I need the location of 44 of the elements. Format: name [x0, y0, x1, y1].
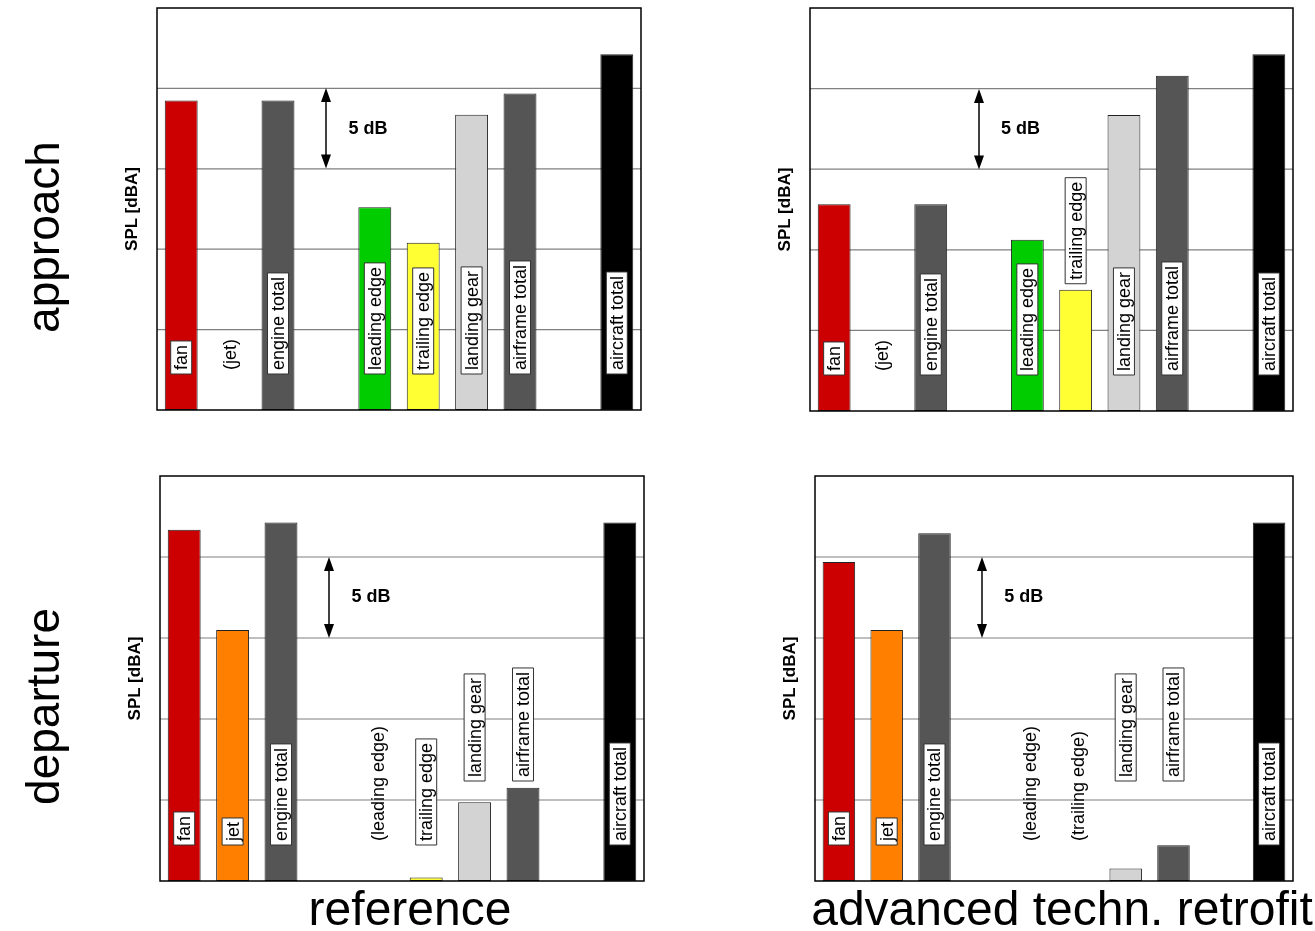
x-axis-title: reference [308, 882, 512, 931]
x-tick-label: engine total [270, 747, 291, 841]
x-tick-label: landing gear [1113, 271, 1134, 372]
x-tick-label: aircraft total [606, 275, 627, 371]
x-tick-label: landing gear [461, 270, 482, 371]
x-tick-label: trailing edge [1065, 181, 1086, 280]
x-tick-label: landing gear [464, 677, 485, 778]
y-axis-title: SPL [dBA] [774, 167, 794, 252]
x-tick-label: trailing edge [413, 271, 434, 370]
x-tick-label: landing gear [1115, 677, 1136, 778]
annotation: 5 dB [348, 117, 388, 138]
y-axis-title: SPL [dBA] [121, 167, 141, 251]
x-tick-label: (jet) [219, 339, 240, 370]
annotation: 5 dB [351, 586, 391, 607]
x-tick-label: trailing edge [416, 742, 437, 841]
x-tick-label: airframe total [512, 671, 533, 777]
x-tick-label: fan [174, 815, 195, 841]
x-tick-label: airframe total [509, 264, 530, 370]
y-axis-title: SPL [dBA] [779, 636, 799, 721]
y-axis-title: SPL [dBA] [124, 636, 144, 721]
x-tick-label: fan [828, 815, 849, 841]
text: departure [16, 608, 69, 805]
x-tick-label: (leading edge) [367, 725, 388, 841]
x-tick-label: aircraft total [1258, 276, 1279, 372]
x-tick-label: aircraft total [1259, 746, 1280, 842]
x-tick-label: leading edge [364, 266, 385, 371]
x-tick-label: engine total [920, 277, 941, 371]
x-tick-label: (leading edge) [1020, 725, 1041, 841]
x-tick-label: jet [876, 821, 897, 842]
x-tick-label: engine total [267, 276, 288, 370]
x-tick-label: leading edge [1017, 267, 1038, 372]
x-tick-label: engine total [924, 747, 945, 841]
x-tick-label: airframe total [1162, 265, 1183, 371]
x-tick-label: airframe total [1163, 671, 1184, 777]
annotation: 5 dB [1001, 117, 1041, 138]
annotation: 5 dB [1004, 586, 1044, 607]
x-axis-title: advanced techn. retrofit [811, 882, 1313, 931]
text: approach [16, 141, 69, 333]
x-tick-label: (jet) [872, 340, 893, 371]
x-tick-label: aircraft total [609, 746, 630, 842]
x-tick-label: (trailing edge) [1067, 730, 1088, 841]
x-tick-label: fan [824, 345, 845, 371]
x-tick-label: jet [222, 821, 243, 842]
x-tick-label: fan [171, 344, 192, 370]
